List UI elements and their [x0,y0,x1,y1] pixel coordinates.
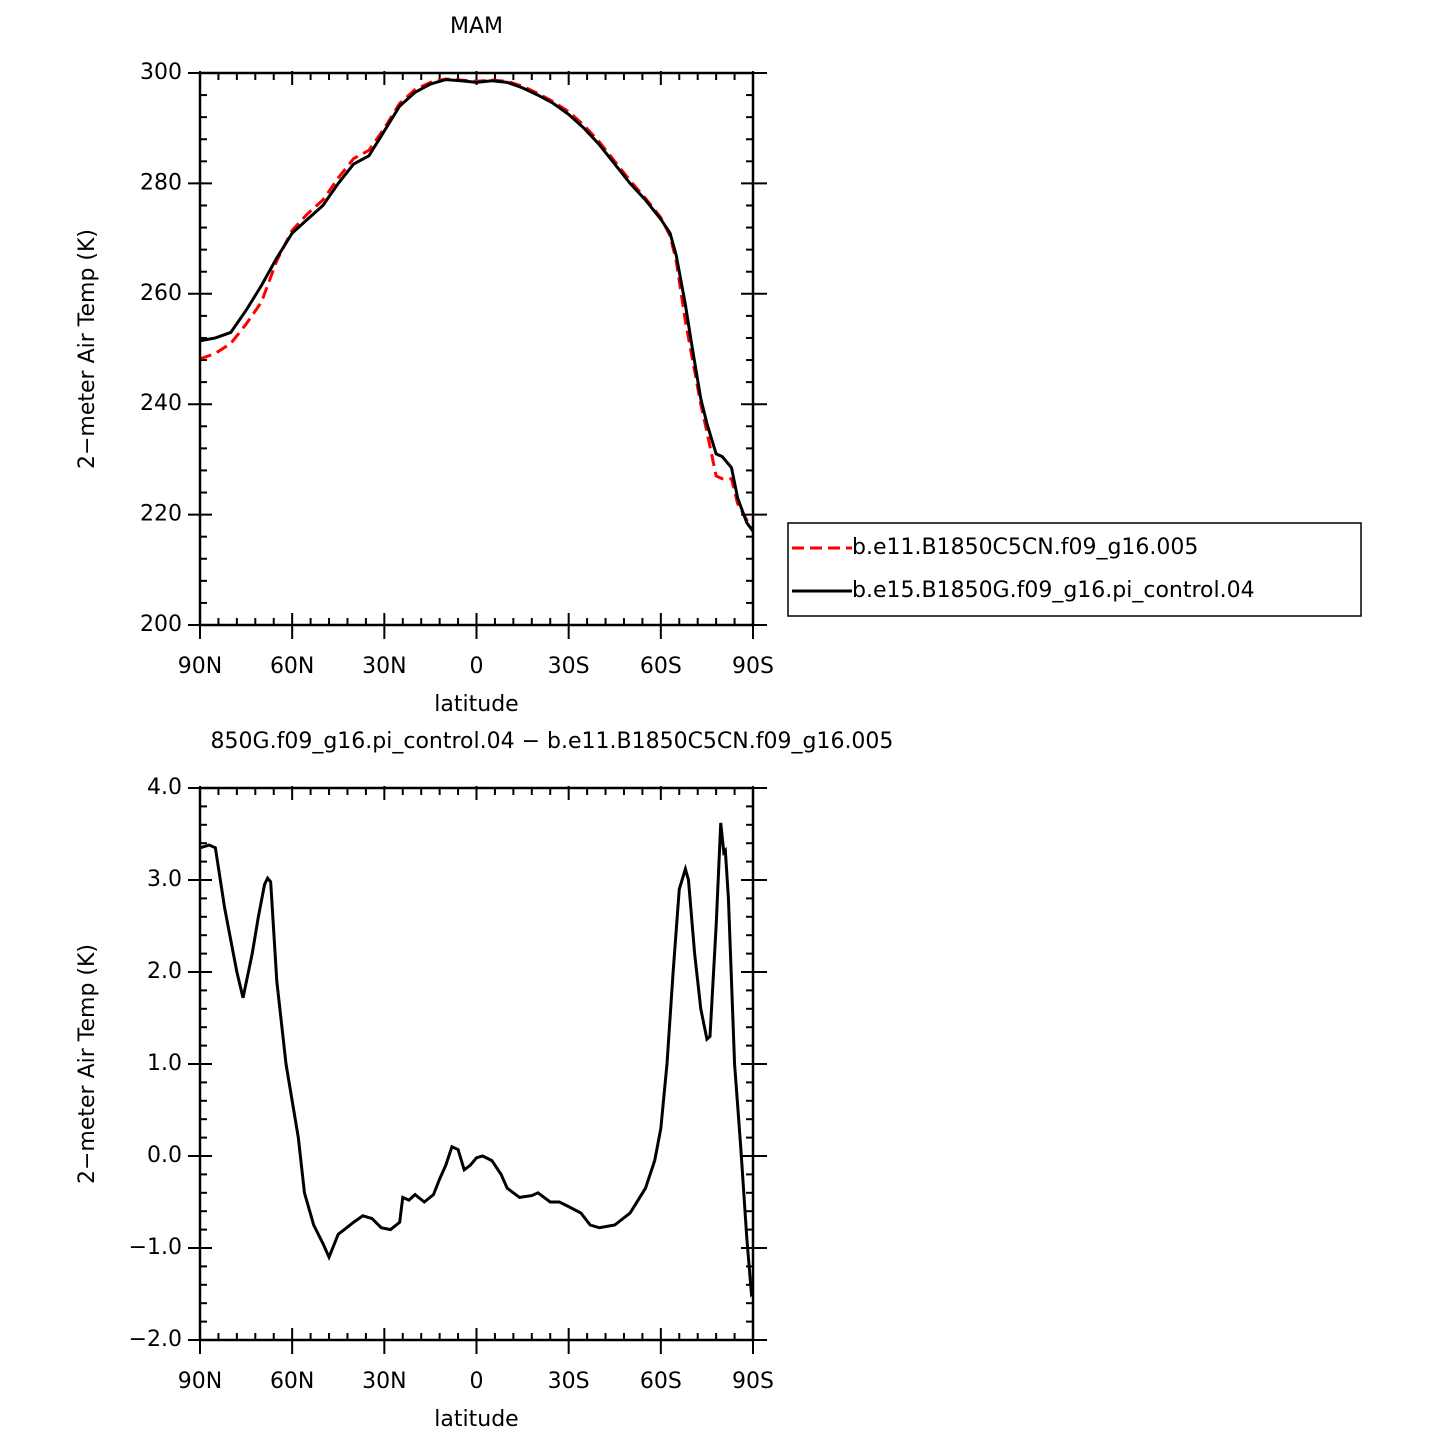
plot-frame [198,71,755,627]
x-axis-label: latitude [434,692,518,717]
legend-label: b.e15.B1850G.f09_g16.pi_control.04 [852,578,1255,603]
y-tick-label: −2.0 [129,1327,182,1352]
x-tick-label: 60N [270,654,314,679]
x-tick-label: 60S [640,654,682,679]
x-tick-label: 90S [732,654,774,679]
chart-title: 850G.f09_g16.pi_control.04 − b.e11.B1850… [211,729,894,754]
y-tick-label: 0.0 [147,1143,182,1168]
x-tick-label: 60S [640,1369,682,1394]
y-tick-label: 300 [140,60,182,85]
y-tick-label: 200 [140,612,182,637]
series-line [199,78,755,533]
chart-title: MAM [450,14,503,39]
x-tick-label: 90N [178,654,222,679]
y-tick-label: 280 [140,170,182,195]
y-tick-label: 2.0 [147,959,182,984]
x-tick-label: 30N [362,654,406,679]
x-tick-label: 30S [548,1369,590,1394]
y-tick-label: 3.0 [147,867,182,892]
legend-label: b.e11.B1850C5CN.f09_g16.005 [852,535,1198,560]
series-line [199,77,755,532]
y-tick-label: 4.0 [147,775,182,800]
plot-frame [198,786,755,1342]
y-axis-label: 2−meter Air Temp (K) [75,229,100,469]
y-tick-label: 260 [140,281,182,306]
y-tick-label: 220 [140,502,182,527]
x-tick-label: 30S [548,654,590,679]
x-axis-label: latitude [434,1407,518,1432]
x-tick-label: 0 [470,654,484,679]
y-tick-label: −1.0 [129,1235,182,1260]
x-tick-label: 30N [362,1369,406,1394]
y-axis-label: 2−meter Air Temp (K) [75,944,100,1184]
x-tick-label: 0 [470,1369,484,1394]
x-tick-label: 60N [270,1369,314,1394]
legend-box [787,522,1362,617]
series-line [199,822,755,1298]
x-tick-label: 90S [732,1369,774,1394]
y-tick-label: 240 [140,391,182,416]
x-tick-label: 90N [178,1369,222,1394]
y-tick-label: 1.0 [147,1051,182,1076]
